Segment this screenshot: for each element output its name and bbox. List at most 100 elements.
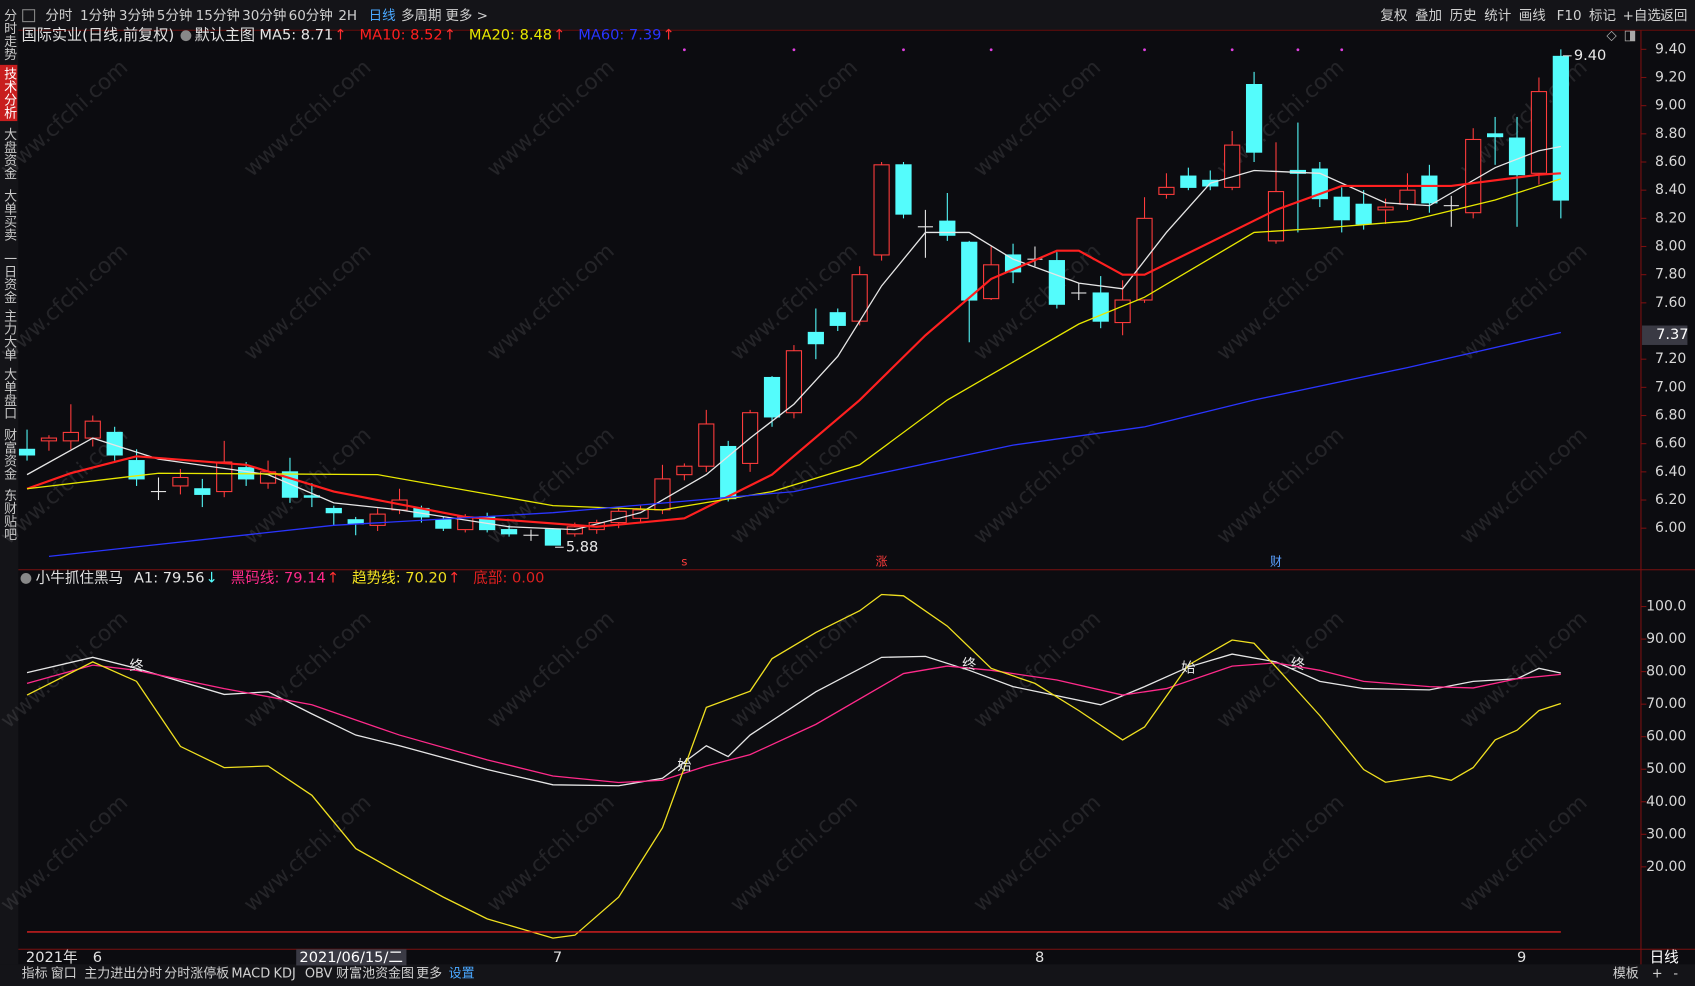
bottom-tab[interactable]: KDJ — [273, 967, 295, 982]
y-tick-label: 30.00 — [1646, 826, 1686, 842]
candle-body — [829, 312, 846, 326]
period-tab[interactable]: 15分钟 — [196, 7, 240, 24]
signal-dot — [682, 48, 686, 52]
tool-button[interactable]: 复权 — [1380, 7, 1407, 24]
series-line — [26, 593, 1562, 939]
bottom-tab[interactable]: 主力进出分时 — [84, 967, 162, 982]
series-line — [48, 331, 1561, 557]
period-tab[interactable]: 60分钟 — [289, 7, 333, 24]
side-tab[interactable]: 东财贴吧 — [1, 489, 16, 541]
legend-trend: ↑ — [334, 27, 346, 44]
bottom-tab[interactable]: 分时涨停板 — [164, 966, 229, 982]
side-tab[interactable]: 大单买卖 — [1, 189, 16, 241]
event-marker: s — [681, 555, 687, 569]
menu-icon[interactable] — [22, 9, 36, 23]
period-tab[interactable]: 30分钟 — [242, 7, 286, 24]
cursor-date-box — [296, 949, 407, 966]
y-tick-label: 6.80 — [1655, 408, 1686, 424]
side-tab[interactable]: 财富资金 — [1, 428, 16, 480]
candle-body — [18, 448, 36, 456]
icon[interactable]: ◇ — [1606, 28, 1617, 44]
period-tab[interactable]: 分时 — [45, 8, 72, 24]
side-tab[interactable]: 技术分析 — [1, 67, 16, 119]
y-tick-label: 90.00 — [1646, 631, 1686, 647]
y-tick-label: 7.20 — [1655, 351, 1686, 367]
period-tab[interactable]: 2H — [338, 8, 357, 24]
bottom-tab[interactable]: OBV — [305, 967, 333, 982]
candle-body — [435, 519, 452, 529]
candle-body — [1465, 138, 1482, 214]
bottom-tab[interactable]: 更多 — [416, 966, 442, 982]
side-tab[interactable]: 一日资金 — [1, 252, 16, 304]
tool-button[interactable]: 画线 — [1519, 8, 1546, 24]
bottom-right-button[interactable]: + — [1652, 967, 1663, 982]
bottom-tab[interactable]: MACD — [231, 967, 270, 982]
signal-dot — [792, 48, 796, 52]
icon[interactable]: ◨ — [1624, 28, 1637, 44]
bottom-right-button[interactable]: 模板 — [1613, 967, 1639, 982]
signal-label: 始 — [1181, 660, 1195, 676]
candle-body — [62, 431, 79, 442]
side-tab[interactable]: 大盘资金 — [1, 128, 16, 180]
period-tab[interactable]: 更多 > — [445, 7, 488, 24]
tool-button[interactable]: 叠加 — [1415, 8, 1442, 24]
y-tick-label: 80.00 — [1646, 664, 1686, 680]
cursor-price-label: 7.37 — [1656, 326, 1688, 343]
candle-body — [40, 437, 58, 442]
bottom-tab[interactable]: 窗口 — [51, 966, 77, 982]
tool-button[interactable]: 历史 — [1450, 8, 1477, 24]
bottom-tab[interactable]: 设置 — [449, 967, 475, 982]
period-tab[interactable]: 1分钟 — [80, 7, 116, 24]
legend-trend: ↑ — [448, 569, 460, 586]
tool-button[interactable]: F10 — [1557, 8, 1582, 24]
bottom-right-button[interactable]: - — [1673, 967, 1678, 982]
bottom-tab[interactable]: 指标 — [22, 967, 48, 982]
side-tab[interactable]: 分时走势 — [1, 9, 16, 62]
series-line — [26, 178, 1562, 511]
period-tab[interactable]: 3分钟 — [119, 7, 155, 24]
chart-title: 国际实业(日线,前复权) — [22, 26, 175, 44]
candle-body — [566, 526, 583, 535]
side-tab[interactable]: 主力大单 — [1, 309, 16, 361]
signal-label: 终 — [1291, 657, 1305, 673]
y-tick-label: 70.00 — [1646, 696, 1686, 712]
tool-button[interactable]: +自选 — [1623, 8, 1662, 24]
settings-icon[interactable] — [20, 573, 32, 584]
candle-body — [895, 164, 912, 215]
candle-body — [216, 461, 233, 493]
y-tick-label: 6.40 — [1655, 464, 1686, 480]
year-label: 2021年 — [26, 949, 78, 966]
y-tick-label: 9.00 — [1655, 98, 1686, 114]
period-label: 日线 — [1650, 949, 1680, 966]
tool-button[interactable]: 返回 — [1660, 8, 1687, 24]
side-tab-bg — [0, 64, 18, 122]
y-tick-label: 100.0 — [1646, 599, 1686, 615]
signal-label: 终 — [130, 659, 144, 675]
candle-body — [1333, 196, 1350, 221]
candle-body — [1136, 217, 1153, 301]
candle-body — [1530, 91, 1548, 174]
period-tab[interactable]: 5分钟 — [157, 7, 193, 24]
tool-button[interactable]: 统计 — [1484, 8, 1511, 24]
signal-dot — [1296, 48, 1300, 52]
bottom-tab[interactable]: 财富池资金图 — [336, 966, 414, 982]
candle-body — [1552, 55, 1569, 201]
side-tab[interactable]: 大单盘口 — [1, 368, 16, 420]
candle-body — [807, 331, 824, 345]
signal-label: 终 — [962, 657, 976, 673]
period-tab[interactable]: 多周期 — [401, 7, 441, 24]
signal-dot — [902, 48, 905, 52]
settings-icon[interactable] — [180, 30, 192, 42]
legend-trend: ↑ — [444, 27, 456, 44]
legend-trend: ↑ — [327, 569, 339, 586]
x-tick-label: 8 — [1035, 949, 1044, 966]
signal-dot — [1340, 48, 1344, 52]
series-line — [26, 653, 1561, 787]
candle-body — [172, 476, 189, 487]
tool-button[interactable]: 标记 — [1589, 8, 1616, 24]
cursor-date: 2021/06/15/二 — [299, 949, 403, 966]
candle-body — [1224, 144, 1241, 188]
period-tab[interactable]: 日线 — [369, 8, 396, 24]
